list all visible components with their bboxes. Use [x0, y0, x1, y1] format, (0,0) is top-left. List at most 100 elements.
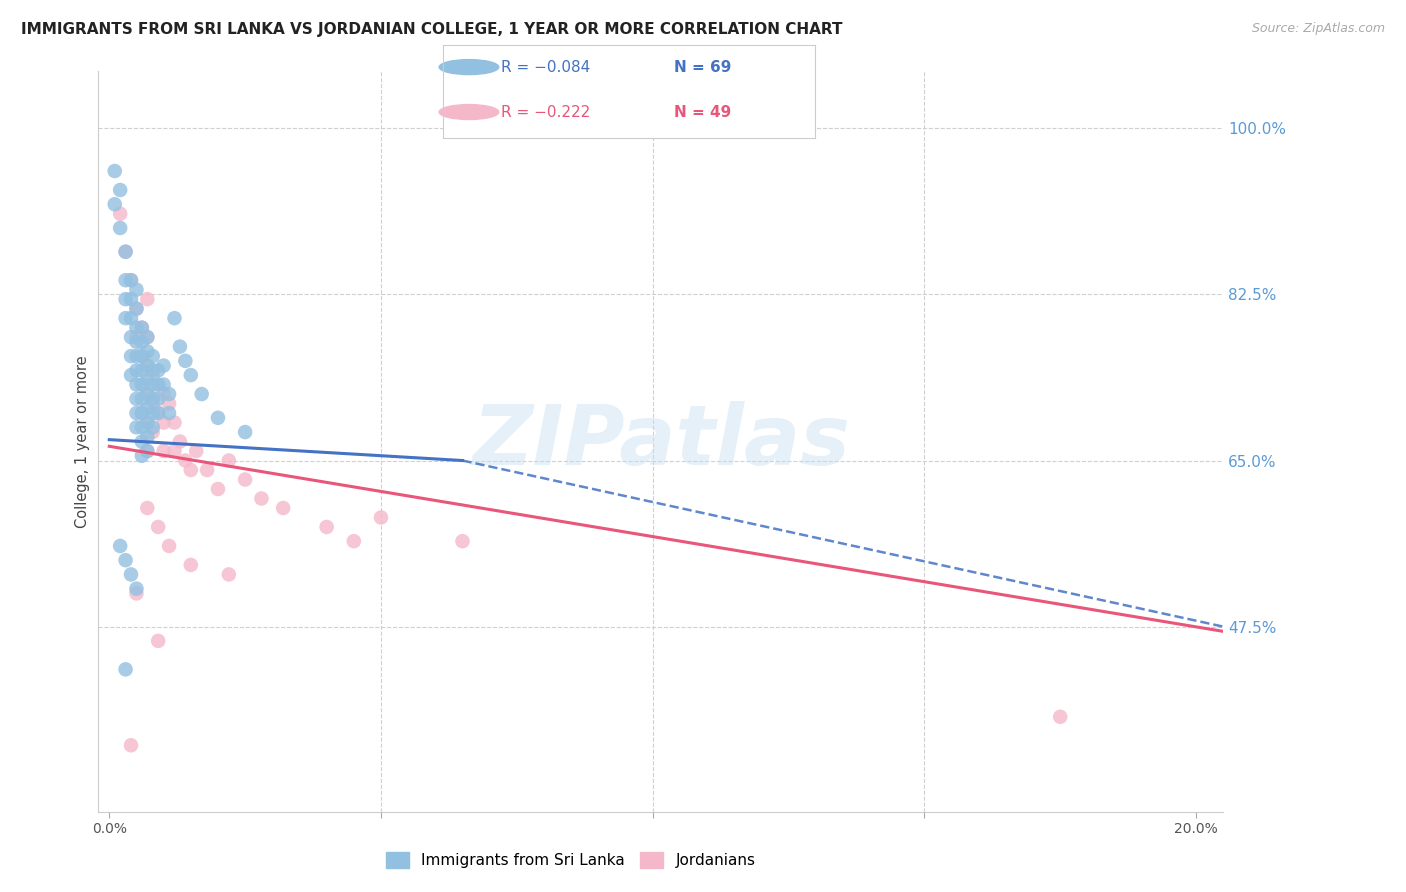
Text: R = −0.222: R = −0.222	[501, 104, 591, 120]
Legend: Immigrants from Sri Lanka, Jordanians: Immigrants from Sri Lanka, Jordanians	[380, 847, 762, 874]
Point	[142, 425, 165, 439]
Text: N = 49: N = 49	[673, 104, 731, 120]
Point	[120, 273, 142, 287]
Point	[125, 349, 148, 363]
Point	[136, 344, 159, 359]
Point	[136, 359, 159, 373]
Point	[174, 453, 197, 467]
Point	[152, 359, 174, 373]
Point	[180, 368, 202, 383]
Point	[114, 273, 136, 287]
Point	[131, 377, 153, 392]
Point	[114, 311, 136, 326]
Text: R = −0.084: R = −0.084	[501, 60, 591, 75]
Point	[131, 377, 153, 392]
Point	[207, 482, 229, 496]
Point	[152, 377, 174, 392]
Point	[315, 520, 337, 534]
Point	[148, 633, 170, 648]
Point	[125, 586, 148, 600]
Point	[195, 463, 218, 477]
Point	[157, 406, 180, 420]
Circle shape	[439, 60, 499, 75]
Point	[108, 183, 131, 197]
Point	[108, 221, 131, 235]
Point	[180, 463, 202, 477]
Point	[142, 363, 165, 377]
Circle shape	[439, 104, 499, 120]
Point	[125, 334, 148, 349]
Point	[120, 368, 142, 383]
Point	[148, 377, 170, 392]
Point	[136, 430, 159, 444]
Point	[370, 510, 392, 524]
Text: ZIPatlas: ZIPatlas	[472, 401, 849, 482]
Text: N = 69: N = 69	[673, 60, 731, 75]
Point	[125, 406, 148, 420]
Point	[136, 416, 159, 430]
Point	[125, 301, 148, 316]
Text: IMMIGRANTS FROM SRI LANKA VS JORDANIAN COLLEGE, 1 YEAR OR MORE CORRELATION CHART: IMMIGRANTS FROM SRI LANKA VS JORDANIAN C…	[21, 22, 842, 37]
Point	[131, 434, 153, 449]
Point	[131, 320, 153, 334]
Point	[142, 368, 165, 383]
Point	[131, 406, 153, 420]
Point	[136, 359, 159, 373]
Text: Source: ZipAtlas.com: Source: ZipAtlas.com	[1251, 22, 1385, 36]
Point	[120, 273, 142, 287]
Point	[142, 420, 165, 434]
Point	[120, 739, 142, 753]
Point	[250, 491, 273, 506]
Point	[233, 425, 256, 439]
Point	[108, 539, 131, 553]
Point	[114, 553, 136, 567]
Point	[131, 334, 153, 349]
Point	[131, 349, 153, 363]
Point	[136, 330, 159, 344]
Point	[125, 582, 148, 596]
Point	[148, 363, 170, 377]
Point	[114, 244, 136, 259]
Point	[120, 349, 142, 363]
Point	[114, 662, 136, 676]
Point	[218, 567, 240, 582]
Point	[136, 401, 159, 416]
Point	[131, 420, 153, 434]
Point	[136, 444, 159, 458]
Point	[136, 387, 159, 401]
Point	[169, 434, 191, 449]
Point	[125, 301, 148, 316]
Point	[120, 311, 142, 326]
Point	[120, 330, 142, 344]
Point	[136, 373, 159, 387]
Point	[125, 363, 148, 377]
Point	[136, 444, 159, 458]
Point	[148, 392, 170, 406]
Point	[190, 387, 212, 401]
Point	[163, 444, 186, 458]
Point	[136, 500, 159, 515]
Point	[104, 164, 127, 178]
Point	[1049, 710, 1071, 724]
Point	[148, 377, 170, 392]
Point	[169, 340, 191, 354]
Point	[152, 387, 174, 401]
Y-axis label: College, 1 year or more: College, 1 year or more	[75, 355, 90, 528]
Point	[152, 444, 174, 458]
Point	[148, 520, 170, 534]
Point	[451, 534, 474, 549]
Point	[131, 363, 153, 377]
Point	[120, 292, 142, 306]
Point	[180, 558, 202, 572]
Point	[142, 392, 165, 406]
Point	[271, 500, 294, 515]
Point	[131, 349, 153, 363]
Point	[125, 330, 148, 344]
Point	[114, 292, 136, 306]
Point	[131, 406, 153, 420]
Point	[125, 420, 148, 434]
Point	[186, 444, 208, 458]
Point	[142, 396, 165, 410]
Point	[125, 283, 148, 297]
Point	[142, 406, 165, 420]
